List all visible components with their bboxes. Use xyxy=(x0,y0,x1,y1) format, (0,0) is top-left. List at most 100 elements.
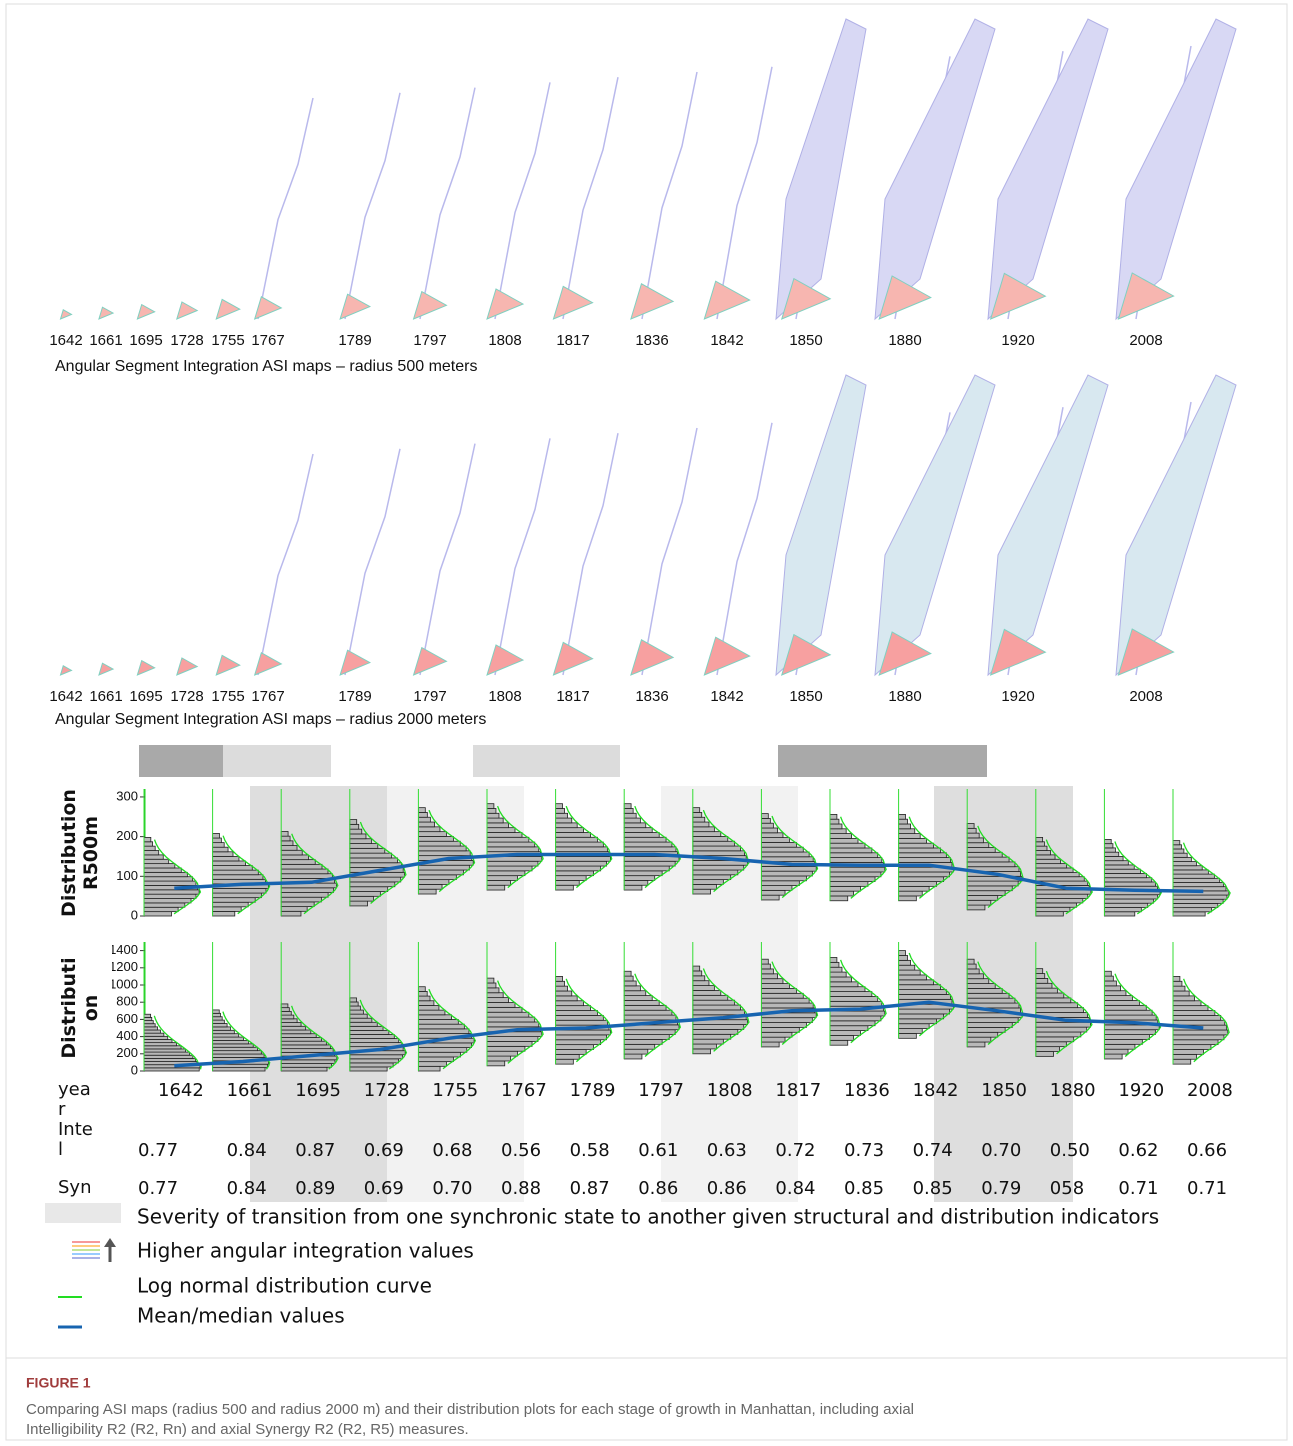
histogram-bar xyxy=(624,996,652,1001)
cell: 0.86 xyxy=(638,1178,678,1199)
histogram-bar xyxy=(1173,976,1180,981)
cell: 0.71 xyxy=(1187,1178,1227,1199)
histogram-bar xyxy=(281,1026,305,1030)
histogram-bar xyxy=(1036,1037,1074,1042)
histogram-bar xyxy=(761,823,773,828)
histogram-bar xyxy=(1104,1039,1142,1044)
histogram-bar xyxy=(1036,1008,1084,1013)
y-tick-label: 0 xyxy=(131,907,138,922)
cell: 0.89 xyxy=(295,1178,335,1199)
histogram-bar xyxy=(1173,849,1184,853)
histogram-bar xyxy=(693,1000,735,1005)
histogram-bar xyxy=(418,822,434,827)
histogram-bar xyxy=(418,865,469,870)
histogram-bar xyxy=(830,996,878,1001)
histogram-bar xyxy=(1104,991,1126,996)
histogram-bar xyxy=(1173,903,1218,907)
cell: 0.85 xyxy=(913,1178,953,1199)
legend-text: Log normal distribution curve xyxy=(137,1274,432,1298)
histogram-bar xyxy=(213,1024,227,1027)
histogram-bar xyxy=(556,1045,594,1050)
histogram-bar xyxy=(830,977,852,982)
histogram-bar xyxy=(281,1004,288,1008)
histogram-bar xyxy=(487,828,515,833)
cell: 0.66 xyxy=(1187,1140,1227,1161)
histogram-bar xyxy=(967,833,979,838)
histogram-bar xyxy=(761,866,816,871)
histogram-bar xyxy=(693,875,731,880)
histogram-bar xyxy=(281,1019,297,1023)
histogram-bar xyxy=(487,983,496,988)
histogram-bar xyxy=(487,1046,525,1051)
histogram-bar xyxy=(830,824,842,829)
histogram-bar xyxy=(624,1005,666,1010)
cell: 0.61 xyxy=(638,1140,678,1161)
histogram-bar xyxy=(1173,1045,1211,1050)
histogram-bar xyxy=(1036,864,1067,868)
histogram-bar xyxy=(899,814,906,819)
histogram-bar xyxy=(830,848,872,853)
histogram-bar xyxy=(624,861,675,866)
histogram-bar xyxy=(830,834,852,839)
histogram-bar xyxy=(487,978,494,983)
core-area xyxy=(216,299,240,319)
histogram-bar xyxy=(487,885,505,890)
histogram-bar xyxy=(1104,996,1132,1001)
cell: 0.79 xyxy=(981,1178,1021,1199)
histogram-bar xyxy=(899,994,951,999)
histogram-bar xyxy=(144,846,155,850)
histogram-bar xyxy=(556,842,604,847)
histogram-bar xyxy=(144,837,151,841)
map-year: 1808 xyxy=(488,688,521,705)
histogram-bar xyxy=(350,1039,399,1043)
histogram-bar xyxy=(1104,852,1118,856)
histogram-bar xyxy=(350,887,388,892)
histogram-bar xyxy=(693,976,705,981)
histogram-bar xyxy=(144,872,187,876)
histogram-bar xyxy=(967,852,1002,857)
histogram-bar xyxy=(830,819,839,824)
histogram-bar xyxy=(213,1034,239,1037)
histogram-bar xyxy=(350,1034,394,1038)
core-area xyxy=(255,297,282,319)
histogram-bar xyxy=(624,1010,672,1015)
histogram-bar xyxy=(967,1023,1012,1028)
histogram-bar xyxy=(830,1031,861,1036)
histogram-bar xyxy=(1036,842,1045,846)
histogram-bar xyxy=(213,838,222,843)
cell: 0.87 xyxy=(295,1140,335,1161)
histogram-bar xyxy=(899,965,915,970)
histogram-bar xyxy=(281,1064,331,1068)
histogram-bar xyxy=(1104,869,1140,873)
histogram-bar xyxy=(144,1033,164,1036)
y-tick-label: 1400 xyxy=(109,942,138,957)
histogram-bar xyxy=(1036,1022,1091,1027)
histogram-bar xyxy=(967,838,983,843)
histogram-bar xyxy=(624,1039,662,1044)
histogram-bar xyxy=(899,891,923,896)
map-year: 1728 xyxy=(170,332,203,349)
histogram-bar xyxy=(693,1044,717,1049)
histogram-bar xyxy=(556,986,568,991)
histogram-bar xyxy=(693,1010,745,1015)
histogram-bar xyxy=(418,1010,445,1015)
histogram-bar xyxy=(624,876,655,881)
histogram-bar xyxy=(761,838,789,843)
histogram-bar xyxy=(281,860,315,865)
histogram-bar xyxy=(899,955,908,960)
histogram-bar xyxy=(1173,912,1205,916)
y-tick-label: 800 xyxy=(116,994,138,1009)
histogram-bar xyxy=(350,1018,372,1022)
histogram-bar xyxy=(967,1018,1018,1023)
histogram-bar xyxy=(830,886,861,891)
histogram-bar xyxy=(967,998,1015,1003)
histogram-bar xyxy=(418,846,466,851)
histogram-bar xyxy=(144,903,185,907)
street-network xyxy=(642,72,697,319)
histogram-bar xyxy=(350,1063,393,1067)
histogram-bar xyxy=(899,886,930,891)
histogram-bar xyxy=(144,890,199,894)
legend-icon xyxy=(72,1238,116,1262)
transition-bar xyxy=(778,745,987,777)
histogram-bar xyxy=(967,979,989,984)
